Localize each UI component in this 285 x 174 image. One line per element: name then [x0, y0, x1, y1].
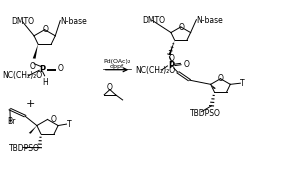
Text: Pd(OAc)₂: Pd(OAc)₂ — [103, 60, 131, 65]
Text: O: O — [178, 23, 184, 32]
Polygon shape — [29, 126, 37, 134]
Text: H: H — [42, 78, 48, 87]
Text: O: O — [30, 62, 36, 71]
Text: TBDPSO: TBDPSO — [190, 109, 221, 118]
Text: NC(CH₂)₂O: NC(CH₂)₂O — [135, 66, 176, 75]
Text: P: P — [168, 61, 174, 70]
Text: Br: Br — [7, 117, 15, 126]
Text: NC(CH₂)₂O: NC(CH₂)₂O — [2, 71, 42, 80]
Text: TBDPSO: TBDPSO — [9, 144, 40, 153]
Text: O: O — [50, 115, 56, 124]
Polygon shape — [168, 40, 175, 55]
Text: O: O — [42, 25, 48, 34]
Text: P: P — [40, 65, 46, 74]
Polygon shape — [211, 84, 216, 89]
Polygon shape — [33, 44, 38, 59]
Text: O: O — [183, 60, 189, 69]
Text: O: O — [107, 82, 113, 92]
Text: dppf: dppf — [110, 64, 124, 69]
Text: +: + — [26, 99, 35, 109]
Text: N-base: N-base — [196, 16, 223, 25]
Text: N-base: N-base — [60, 17, 87, 26]
Text: DMTO: DMTO — [11, 17, 34, 26]
Text: O: O — [168, 54, 174, 63]
Text: T: T — [240, 79, 245, 88]
Text: T: T — [66, 120, 71, 129]
Text: O: O — [57, 64, 63, 73]
Text: DMTO: DMTO — [142, 16, 166, 25]
Text: O: O — [218, 74, 224, 83]
